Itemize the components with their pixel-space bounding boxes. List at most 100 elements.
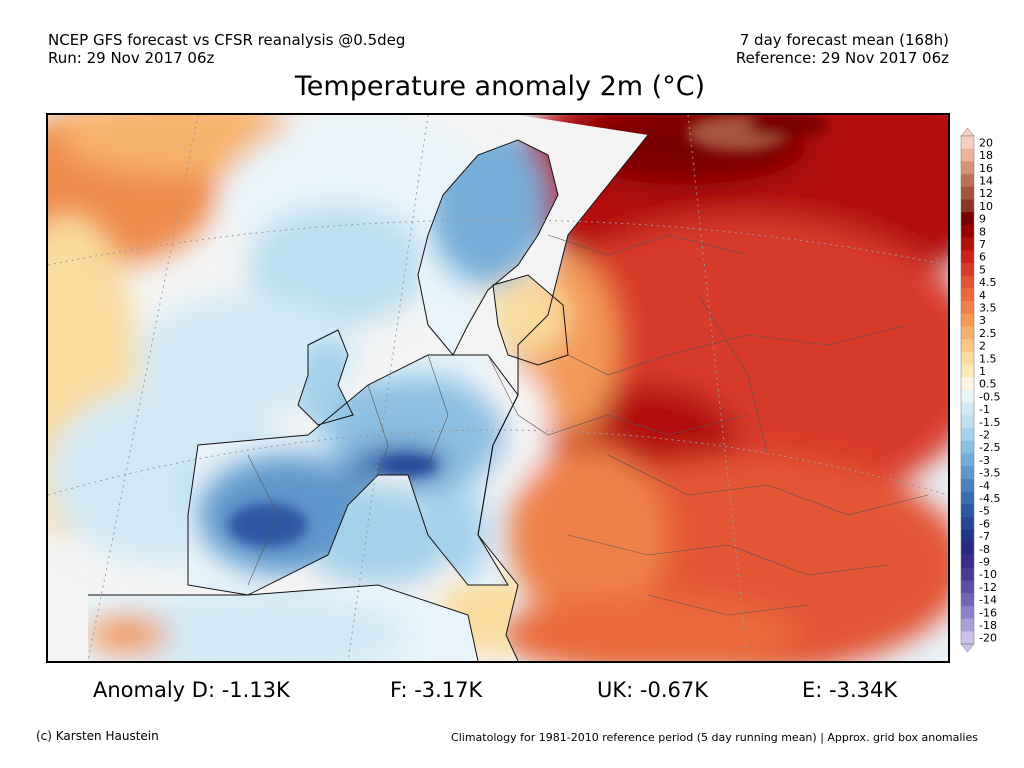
legend-swatch: [961, 377, 974, 391]
legend-label: -9: [979, 555, 990, 568]
legend-label: -0.5: [979, 390, 1000, 403]
header-right: 7 day forecast mean (168h) Reference: 29…: [736, 31, 949, 67]
legend-label: 8: [979, 225, 986, 238]
legend-label: -1: [979, 403, 990, 416]
run-line: Run: 29 Nov 2017 06z: [48, 49, 215, 67]
legend-swatch: [961, 605, 974, 619]
legend-swatch: [961, 161, 974, 175]
legend-label: 9: [979, 213, 986, 226]
legend-label: -2.5: [979, 441, 1000, 454]
legend-swatch: [961, 148, 974, 162]
legend-label: -20: [979, 632, 997, 645]
legend-label: -12: [979, 581, 997, 594]
legend-label: -2: [979, 428, 990, 441]
legend-label: -7: [979, 530, 990, 543]
legend-label: 1: [979, 365, 986, 378]
legend-swatch: [961, 186, 974, 200]
legend-label: -4: [979, 479, 990, 492]
source-line: NCEP GFS forecast vs CFSR reanalysis @0.…: [48, 31, 406, 49]
legend-label: 10: [979, 200, 993, 213]
legend-label: 1.5: [979, 352, 997, 365]
graticule: [48, 115, 948, 661]
legend-label: 7: [979, 238, 986, 251]
legend-label: -6: [979, 517, 990, 530]
legend-swatch: [961, 478, 974, 492]
legend-swatch: [961, 440, 974, 454]
reference-line: Reference: 29 Nov 2017 06z: [735, 49, 949, 67]
legend-label: 12: [979, 187, 993, 200]
anomaly-map: [46, 113, 950, 663]
legend-swatch: [961, 542, 974, 556]
legend-label: -4.5: [979, 492, 1000, 505]
anomaly-uk: UK: -0.67K: [597, 678, 708, 702]
legend-label: -3.5: [979, 467, 1000, 480]
legend-swatch: [961, 390, 974, 403]
legend-swatch: [961, 212, 974, 226]
legend-frame: [960, 135, 975, 645]
legend-swatch: [961, 580, 974, 594]
legend-label: 16: [979, 162, 993, 175]
legend-swatch: [961, 237, 974, 251]
map-title: Temperature anomaly 2m (°C): [294, 71, 706, 102]
map-canvas: [48, 115, 948, 661]
legend-label: -16: [979, 606, 997, 619]
legend-swatch: [961, 136, 974, 149]
legend-swatch: [961, 415, 974, 429]
legend-swatch: [961, 567, 974, 581]
legend-label: 3: [979, 314, 986, 327]
legend-swatch: [961, 263, 974, 276]
legend-swatch: [961, 402, 974, 416]
legend-label: 4.5: [979, 276, 997, 289]
legend-arrow-top: [960, 128, 975, 137]
legend-swatch: [961, 351, 974, 365]
legend-swatch: [961, 529, 974, 543]
legend-swatch: [961, 224, 974, 238]
legend-swatch: [961, 593, 974, 607]
legend-label: 2: [979, 340, 986, 353]
legend-label: 4: [979, 289, 986, 302]
legend-swatch: [961, 250, 974, 264]
legend-swatch: [961, 364, 974, 378]
legend-swatch: [961, 199, 974, 213]
legend-swatch: [961, 466, 974, 480]
country-borders: [247, 234, 929, 616]
legend-label: -3: [979, 454, 990, 467]
legend-label: -8: [979, 543, 990, 556]
legend-swatch: [961, 453, 974, 467]
legend-label: 18: [979, 149, 993, 162]
anomaly-germany: Anomaly D: -1.13K: [93, 678, 290, 702]
legend-swatch: [961, 517, 974, 530]
legend-label: -10: [979, 568, 997, 581]
legend-swatch: [961, 555, 974, 569]
legend-label: 14: [979, 174, 993, 187]
legend-label: 6: [979, 251, 986, 264]
anomaly-spain: E: -3.34K: [802, 678, 898, 702]
legend-swatch: [961, 275, 974, 289]
legend-swatch: [961, 288, 974, 302]
legend-swatch: [961, 339, 974, 353]
legend-arrow-bottom: [960, 643, 975, 652]
header-left: NCEP GFS forecast vs CFSR reanalysis @0.…: [48, 31, 405, 67]
legend-label: -14: [979, 594, 997, 607]
color-legend: 201816141210987654.543.532.521.510.5-0.5…: [960, 128, 1000, 652]
legend-label: 0.5: [979, 378, 997, 391]
legend-label: 5: [979, 263, 986, 276]
legend-swatch: [961, 313, 974, 327]
legend-label: -1.5: [979, 416, 1000, 429]
legend-swatch: [961, 326, 974, 340]
legend-label: -18: [979, 619, 997, 632]
legend-label: 2.5: [979, 327, 997, 340]
legend-swatch: [961, 491, 974, 505]
forecast-line: 7 day forecast mean (168h): [739, 31, 949, 49]
legend-label: 20: [979, 136, 993, 149]
climatology-note: Climatology for 1981-2010 reference peri…: [451, 731, 978, 744]
legend-swatch: [961, 174, 974, 188]
legend-swatch: [961, 504, 974, 518]
legend-swatch: [961, 301, 974, 315]
legend-label: -5: [979, 505, 990, 518]
legend-swatch: [961, 618, 974, 632]
credit-text: (c) Karsten Haustein: [36, 729, 159, 743]
legend-swatch: [961, 428, 974, 442]
legend-label: 3.5: [979, 301, 997, 314]
anomaly-france: F: -3.17K: [390, 678, 483, 702]
